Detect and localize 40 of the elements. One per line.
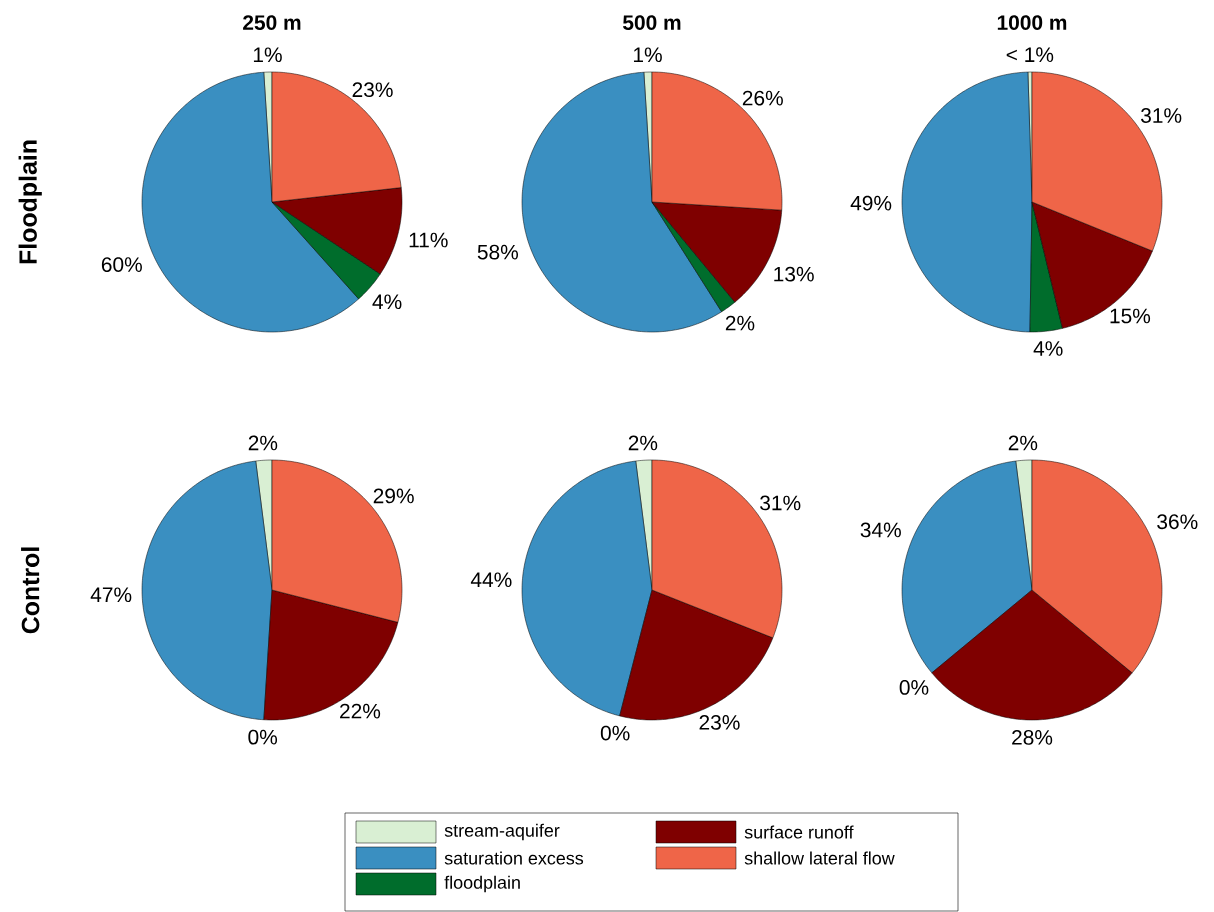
data-label: 15% bbox=[1110, 308, 1151, 324]
data-label: 47% bbox=[90, 587, 132, 603]
legend-label: floodplain bbox=[444, 875, 520, 893]
data-label: 4% bbox=[372, 294, 402, 310]
data-label: 31% bbox=[760, 495, 801, 511]
data-label: < 1% bbox=[1006, 47, 1054, 63]
legend-label: stream-aquifer bbox=[444, 823, 560, 841]
data-label: 23% bbox=[352, 82, 393, 98]
text: 0% bbox=[600, 725, 630, 741]
data-label: 4% bbox=[1033, 341, 1063, 356]
data-label: 26% bbox=[742, 90, 783, 106]
data-label: 2% bbox=[725, 315, 755, 331]
data-label: 1% bbox=[633, 47, 662, 63]
legend-label: saturation excess bbox=[444, 851, 584, 865]
text: 0% bbox=[248, 729, 278, 745]
data-label: 11% bbox=[409, 232, 448, 248]
text: 0% bbox=[899, 680, 929, 695]
data-label: 2% bbox=[1008, 435, 1038, 451]
data-label: 2% bbox=[628, 435, 658, 451]
text: Control bbox=[21, 547, 40, 634]
data-label: 23% bbox=[699, 714, 740, 730]
legend-label: surface runoff bbox=[744, 825, 854, 839]
data-label: 49% bbox=[850, 195, 892, 211]
data-label: 1% bbox=[253, 47, 282, 63]
data-label: 44% bbox=[470, 572, 512, 588]
data-label: 60% bbox=[101, 257, 142, 272]
chart-title: 1000 m bbox=[997, 15, 1067, 30]
legend-label: shallow lateral flow bbox=[744, 851, 895, 865]
chart-title: 500 m bbox=[622, 15, 681, 30]
data-label: 22% bbox=[340, 703, 381, 719]
data-label: 2% bbox=[248, 435, 278, 451]
data-label: 31% bbox=[1141, 108, 1182, 123]
data-label: 13% bbox=[774, 266, 814, 282]
chart-title: 250 m bbox=[243, 15, 301, 30]
data-label: 36% bbox=[1157, 514, 1198, 530]
data-label: 58% bbox=[477, 244, 519, 260]
data-label: 29% bbox=[373, 488, 414, 504]
text: Floodplain bbox=[18, 140, 42, 264]
data-label: 34% bbox=[860, 522, 901, 538]
data-label: 28% bbox=[1012, 729, 1053, 745]
